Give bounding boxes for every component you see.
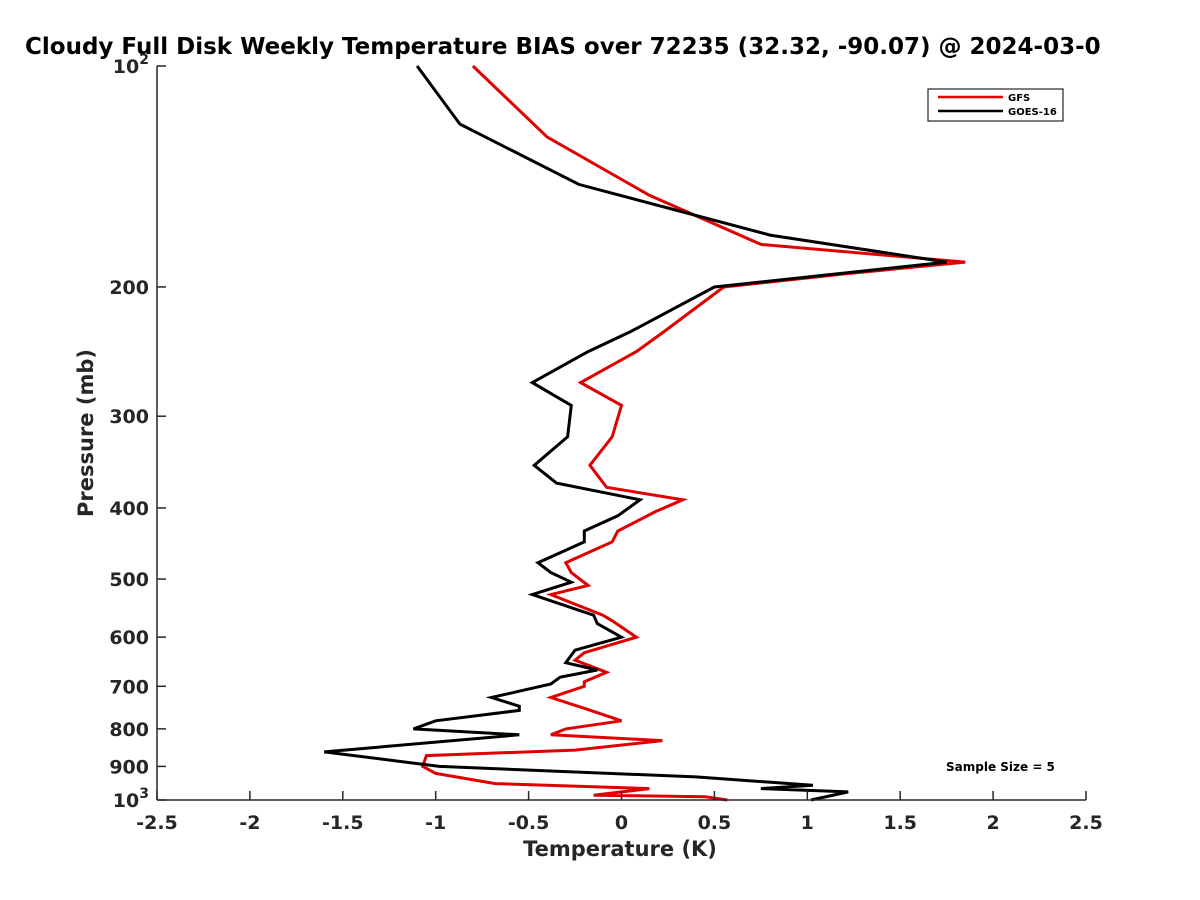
y-tick-label: 400 (109, 498, 149, 520)
sample-size-annotation: Sample Size = 5 (946, 760, 1055, 774)
x-tick-label: -1 (425, 812, 446, 834)
x-axis-label: Temperature (K) (523, 837, 717, 861)
series-layer (324, 64, 966, 802)
y-tick-label: 700 (109, 676, 149, 698)
legend-label-gfs: GFS (1008, 93, 1030, 104)
legend-box (927, 88, 1064, 122)
y-tick-label: 300 (109, 406, 149, 428)
chart-title: Cloudy Full Disk Weekly Temperature BIAS… (25, 34, 1101, 60)
x-tick-label: 0 (615, 812, 628, 834)
x-tick-label: -2 (239, 812, 260, 834)
y-tick-label: 500 (109, 569, 149, 591)
y-tick-label-base: 10 (113, 790, 139, 812)
y-tick-label: 200 (109, 277, 149, 299)
legend: GFS GOES-16 (927, 88, 1064, 122)
y-tick-label: 900 (109, 756, 149, 778)
y-axis-label: Pressure (mb) (74, 349, 98, 517)
x-ticks: -2.5 -2 -1.5 -1 -0.5 0 0.5 1 1.5 2 2.5 (136, 791, 1103, 834)
y-tick-label: 103 (113, 786, 149, 812)
x-tick-label: -1.5 (322, 812, 364, 834)
x-tick-label: 2 (986, 812, 999, 834)
x-tick-label: -2.5 (136, 812, 178, 834)
y-tick-label-base: 10 (113, 56, 139, 78)
y-tick-label: 102 (113, 52, 149, 78)
series-line-goes16 (324, 65, 947, 802)
y-tick-label: 600 (109, 627, 149, 649)
x-tick-label: -0.5 (508, 812, 550, 834)
x-tick-label: 1 (801, 812, 814, 834)
x-tick-label: 2.5 (1069, 812, 1103, 834)
x-tick-label: 0.5 (698, 812, 732, 834)
y-tick-label-exponent: 2 (139, 52, 149, 68)
x-tick-label: 1.5 (883, 812, 917, 834)
legend-label-goes16: GOES-16 (1008, 107, 1057, 118)
y-tick-label-exponent: 3 (139, 786, 149, 802)
series-line-gfs (420, 64, 966, 802)
y-tick-label: 800 (109, 719, 149, 741)
